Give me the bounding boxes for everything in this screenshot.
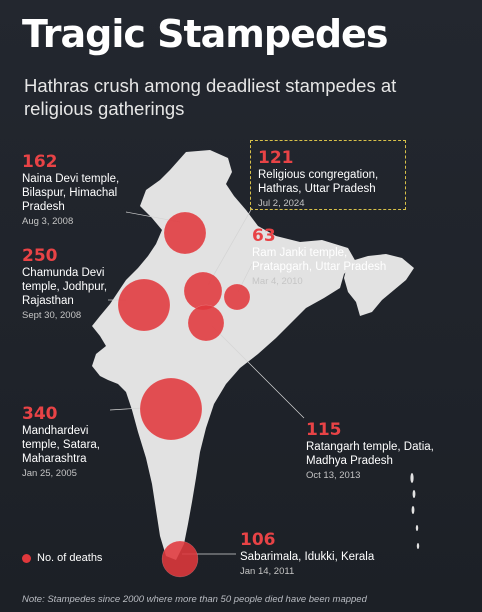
event-deaths: 115 <box>306 420 342 440</box>
event-chamunda-devi: 250 Chamunda Devi temple, Jodhpur, Rajas… <box>22 246 114 322</box>
bubble-chamunda-devi <box>117 278 171 332</box>
page-subtitle: Hathras crush among deadliest stampedes … <box>24 75 397 119</box>
event-date: Mar 4, 2010 <box>252 276 303 287</box>
event-deaths: 250 <box>22 246 58 266</box>
event-mandhardevi: 340 Mandhardevi temple, Satara, Maharash… <box>22 404 124 480</box>
event-deaths: 63 <box>252 226 276 246</box>
event-deaths: 162 <box>22 152 58 172</box>
bubble-ratangarh <box>187 304 225 342</box>
andaman-islands <box>410 473 420 549</box>
event-place: Religious congregation, Hathras, Uttar P… <box>258 169 379 195</box>
legend-dot-icon <box>22 553 31 563</box>
event-date: Jul 2, 2024 <box>258 198 305 209</box>
event-place: Ram Janki temple, Pratapgarh, Uttar Prad… <box>252 247 387 273</box>
event-date: Oct 13, 2013 <box>306 470 361 481</box>
legend: No. of deaths <box>22 552 102 564</box>
legend-label: No. of deaths <box>37 552 103 564</box>
india-landmass <box>92 150 356 560</box>
hathras-highlight-box <box>250 140 406 210</box>
event-ram-janki: 63 Ram Janki temple, Pratapgarh, Uttar P… <box>252 226 402 288</box>
event-ratangarh: 115 Ratangarh temple, Datia, Madhya Prad… <box>306 420 456 482</box>
event-hathras: 121 Religious congregation, Hathras, Utt… <box>258 148 402 210</box>
bubble-naina-devi <box>163 211 207 255</box>
event-date: Jan 14, 2011 <box>240 566 295 577</box>
event-sabarimala: 106 Sabarimala, Idukki, Kerala Jan 14, 2… <box>240 530 390 578</box>
event-naina-devi: 162 Naina Devi temple, Bilaspur, Himacha… <box>22 152 142 228</box>
page-title: Tragic Stampedes <box>22 12 388 56</box>
event-place: Naina Devi temple, Bilaspur, Himachal Pr… <box>22 173 120 213</box>
bubble-hathras <box>183 271 223 311</box>
event-place: Sabarimala, Idukki, Kerala <box>240 551 375 563</box>
event-date: Aug 3, 2008 <box>22 216 74 227</box>
bubble-ram-janki <box>223 283 251 311</box>
event-date: Sept 30, 2008 <box>22 310 82 321</box>
event-place: Chamunda Devi temple, Jodhpur, Rajasthan <box>22 267 108 307</box>
event-place: Mandhardevi temple, Satara, Maharashtra <box>22 425 100 465</box>
event-deaths: 340 <box>22 404 58 424</box>
bubble-sabarimala <box>161 540 199 578</box>
north-east-region <box>344 254 414 316</box>
death-bubbles <box>117 211 251 578</box>
event-date: Jan 25, 2005 <box>22 468 77 479</box>
event-place: Ratangarh temple, Datia, Madhya Pradesh <box>306 441 434 467</box>
bubble-mandhardevi <box>139 377 203 441</box>
footnote: Note: Stampedes since 2000 where more th… <box>22 594 367 605</box>
event-deaths: 106 <box>240 530 276 550</box>
event-deaths: 121 <box>258 148 294 168</box>
